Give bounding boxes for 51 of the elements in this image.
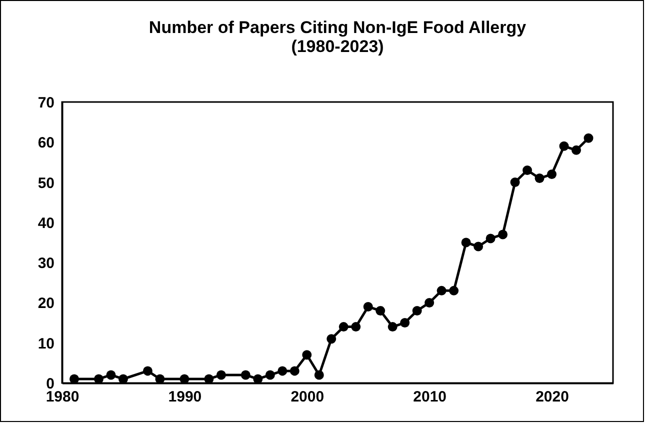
point xyxy=(388,322,398,332)
y-tick-label: 50 xyxy=(38,174,54,192)
point xyxy=(559,141,569,151)
point xyxy=(534,174,544,184)
point xyxy=(474,242,484,252)
point xyxy=(94,374,104,384)
y-tick-label: 40 xyxy=(38,214,54,232)
text: (1980-2023) xyxy=(291,37,384,56)
x-tick-label: 2000 xyxy=(290,388,324,406)
x-tick-label: 1990 xyxy=(168,388,202,406)
point xyxy=(216,370,226,380)
y-tick-label: 10 xyxy=(38,335,54,352)
point xyxy=(486,234,496,244)
point xyxy=(376,306,386,316)
point xyxy=(326,334,336,344)
y-tick-label: 20 xyxy=(38,295,54,312)
point xyxy=(498,230,508,240)
point xyxy=(461,238,471,248)
point xyxy=(278,366,288,376)
point xyxy=(204,374,214,384)
x-tick-label: 2010 xyxy=(413,388,447,406)
point xyxy=(290,366,300,376)
point xyxy=(118,374,128,384)
point xyxy=(265,370,275,380)
point xyxy=(240,370,250,380)
point xyxy=(400,318,410,328)
point xyxy=(338,322,348,332)
y-tick-label: 60 xyxy=(38,134,54,152)
point xyxy=(180,374,190,384)
point xyxy=(70,374,79,384)
point xyxy=(363,302,373,312)
point xyxy=(424,298,434,308)
x-tick-label: 2020 xyxy=(536,388,569,406)
point xyxy=(572,145,582,155)
point xyxy=(253,374,263,384)
point xyxy=(351,322,361,332)
y-tick-label: 70 xyxy=(38,94,54,112)
point xyxy=(436,286,446,296)
point xyxy=(510,178,520,188)
point xyxy=(314,370,324,380)
point xyxy=(106,370,116,380)
point xyxy=(302,350,312,360)
point xyxy=(522,166,532,175)
point xyxy=(142,366,152,376)
point xyxy=(584,133,594,143)
y-tick-label: 30 xyxy=(38,255,54,272)
point xyxy=(155,374,165,384)
point xyxy=(449,286,459,296)
point xyxy=(412,306,422,316)
text: Number of Papers Citing Non-IgE Food Allergy xyxy=(148,18,526,37)
point xyxy=(547,170,557,179)
